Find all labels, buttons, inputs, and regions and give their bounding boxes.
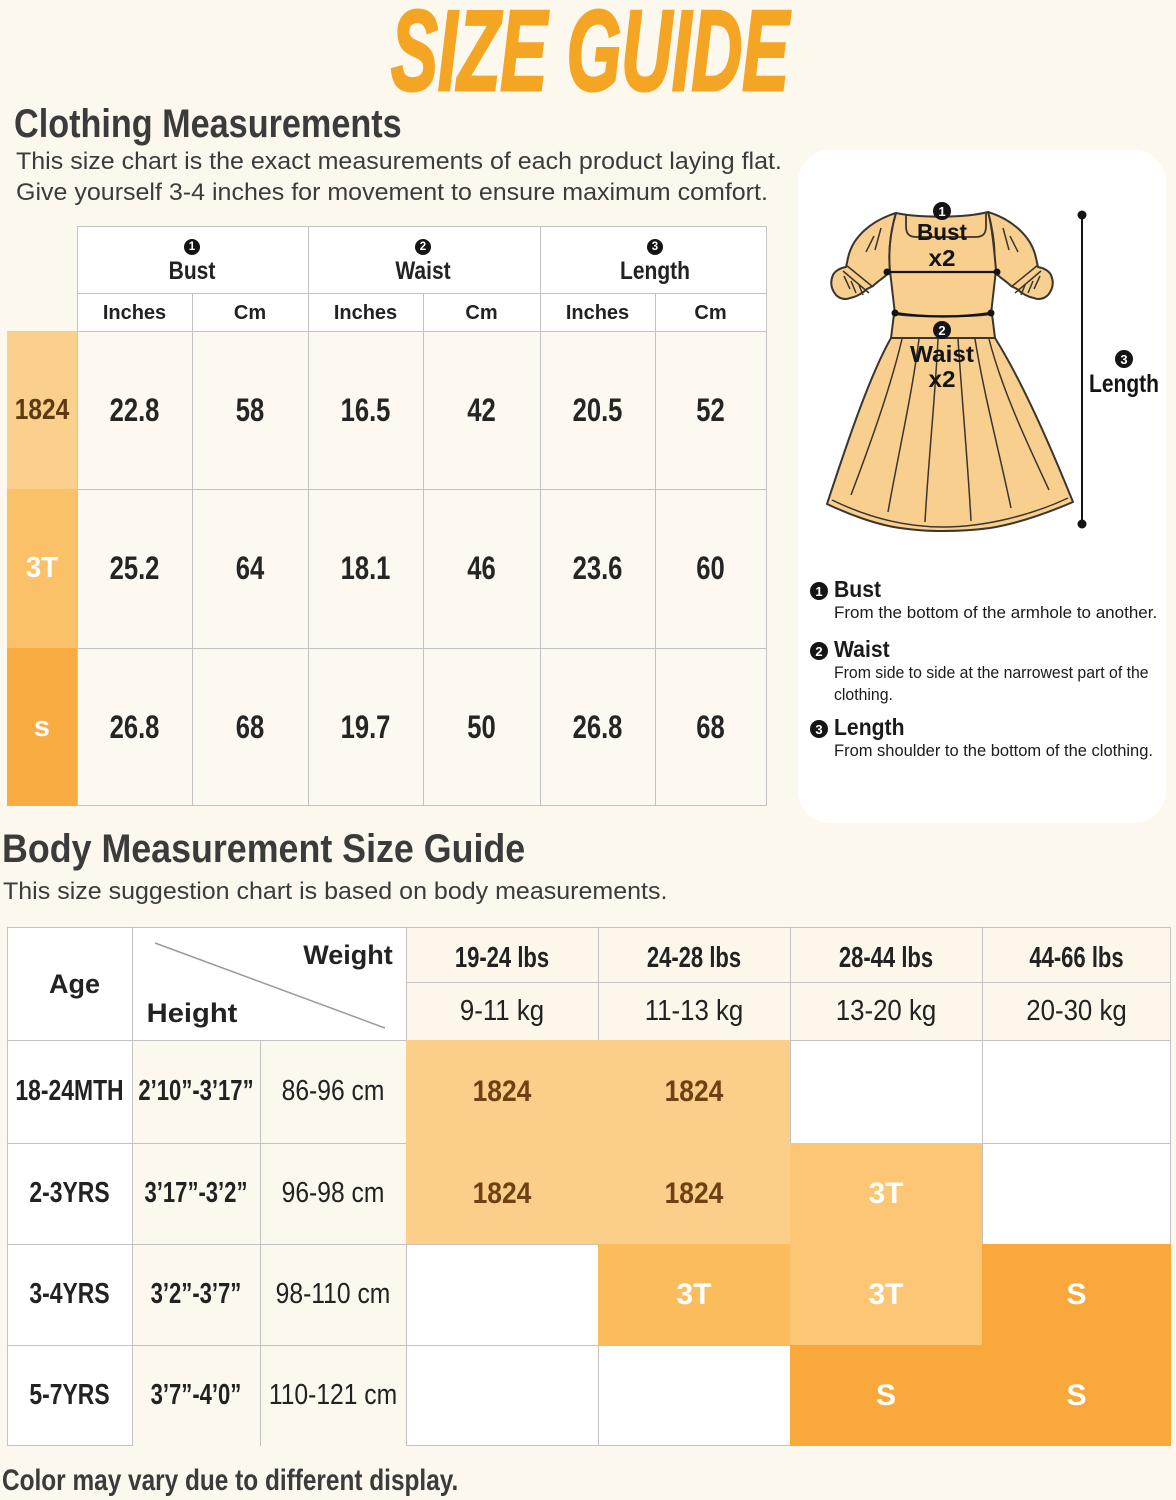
svg-text:x2: x2: [929, 366, 956, 392]
svg-text:3: 3: [1120, 352, 1127, 367]
svg-text:x2: x2: [929, 245, 956, 271]
svg-text:Bust: Bust: [917, 219, 967, 245]
svg-text:2: 2: [938, 323, 945, 338]
svg-text:SIZE GUIDE: SIZE GUIDE: [391, 0, 791, 100]
svg-text:Length: Length: [1089, 370, 1159, 398]
svg-text:1: 1: [938, 204, 945, 219]
svg-text:Waist: Waist: [910, 341, 974, 367]
